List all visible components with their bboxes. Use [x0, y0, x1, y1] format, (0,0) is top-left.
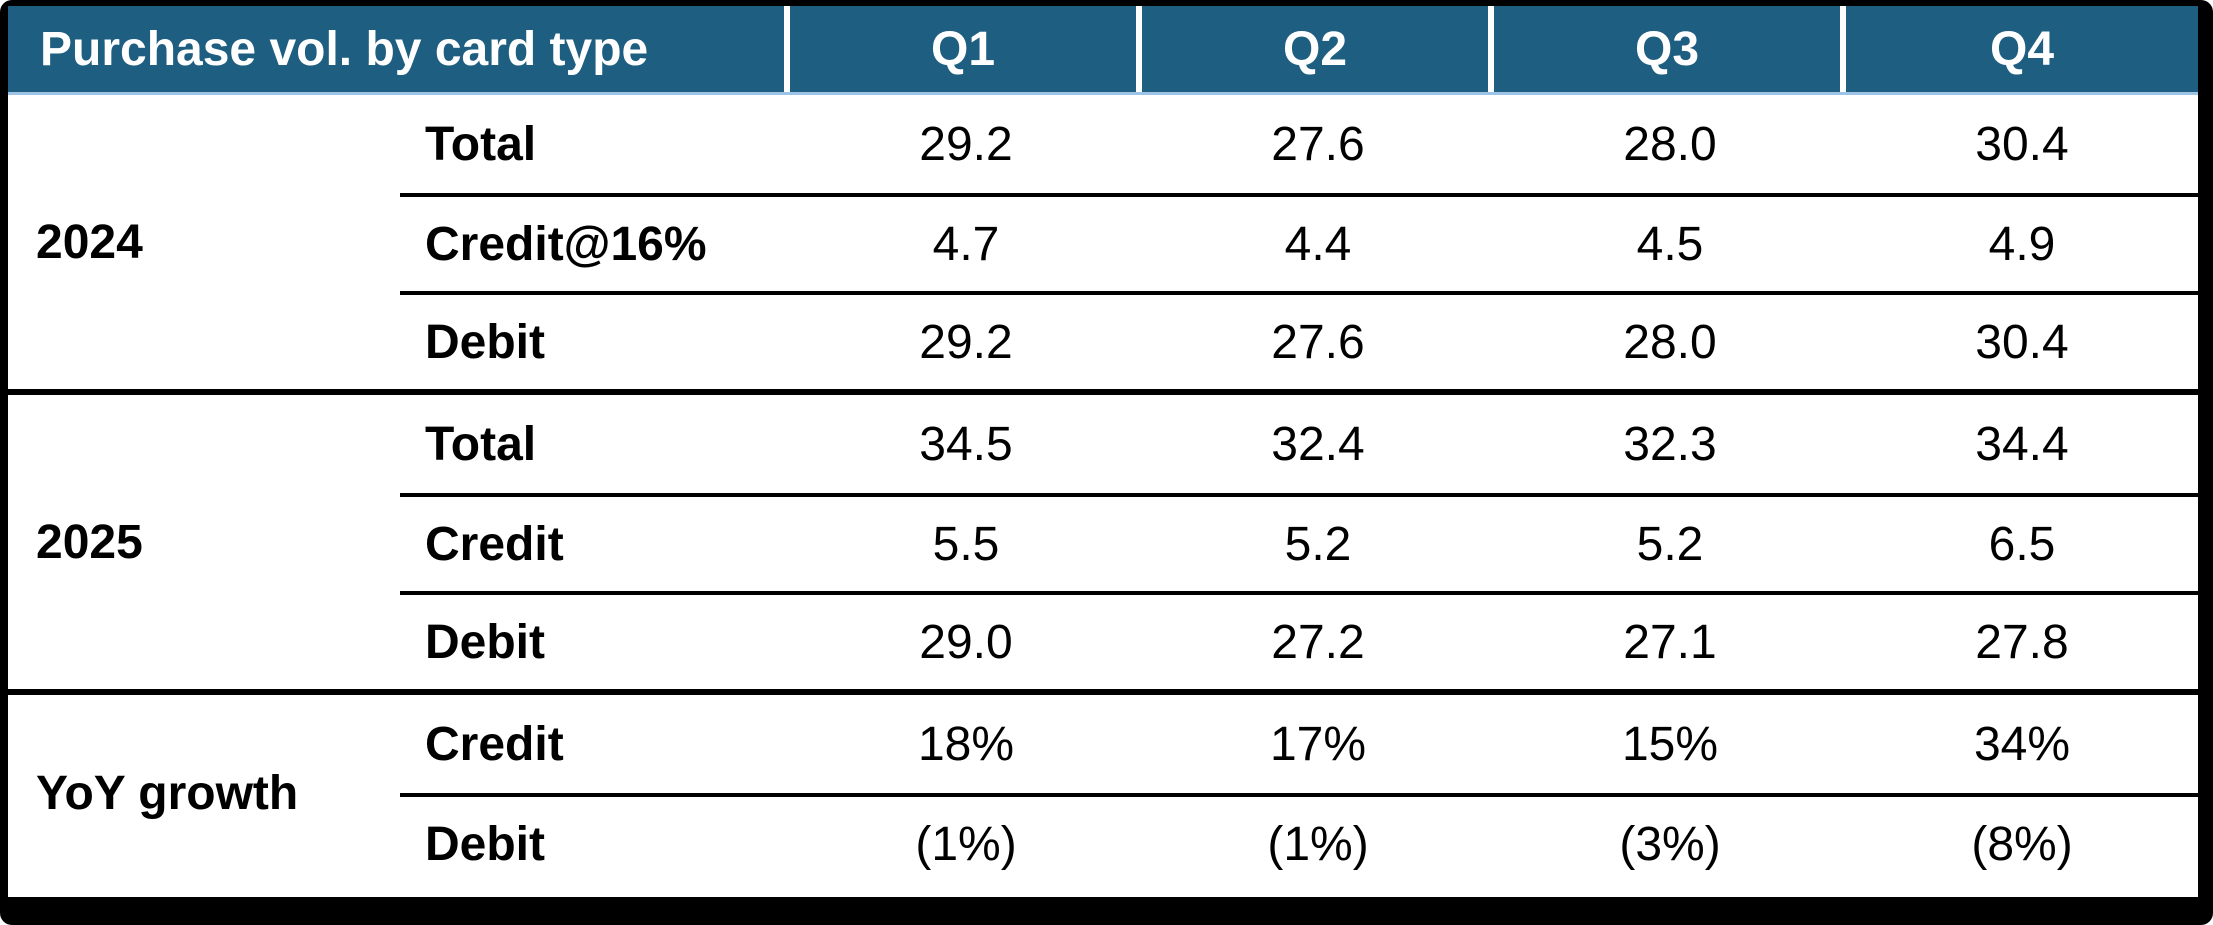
- cell-value: 15%: [1621, 717, 1719, 771]
- cell-value: (3%): [1494, 793, 1846, 891]
- row-label: Credit: [400, 493, 790, 591]
- cell-value: 29.2: [790, 291, 1142, 389]
- cell-value: 4.9: [1846, 193, 2198, 291]
- row-label: Credit@16%: [400, 193, 790, 291]
- row-group-label-2025: 2025: [36, 515, 143, 569]
- cell-value: (1%): [1142, 793, 1494, 891]
- cell-value: 30.4: [1975, 117, 2069, 171]
- column-header-q3: Q3: [1494, 6, 1846, 92]
- column-header-q2: Q2: [1142, 6, 1494, 92]
- cell-value: 30.4: [1846, 291, 2198, 389]
- cell-value: 18%: [917, 717, 1015, 771]
- cell-value: 29.2: [919, 117, 1013, 171]
- cell-value: 34.5: [919, 417, 1013, 471]
- year-group-2025: 2025 Total 34.5 32.4 32.3 34.4 Credit 5.…: [8, 389, 2198, 689]
- row-label: Debit: [400, 793, 790, 891]
- cell-value: 17%: [1269, 717, 1367, 771]
- cell-value: 34%: [1973, 717, 2071, 771]
- row-label: Debit: [400, 591, 790, 689]
- cell-value: (8%): [1846, 793, 2198, 891]
- cell-value: 29.0: [790, 591, 1142, 689]
- cell-value: 27.2: [1142, 591, 1494, 689]
- row-label: Total: [425, 417, 537, 471]
- cell-value: 27.6: [1271, 117, 1365, 171]
- column-header-q4: Q4: [1846, 6, 2198, 92]
- cell-value: 4.5: [1494, 193, 1846, 291]
- row-label: Debit: [400, 291, 790, 389]
- table-title: Purchase vol. by card type: [8, 6, 790, 92]
- cell-value: 28.0: [1494, 291, 1846, 389]
- cell-value: 4.7: [790, 193, 1142, 291]
- cell-value: 28.0: [1623, 117, 1717, 171]
- cell-value: 6.5: [1846, 493, 2198, 591]
- yoy-growth-group: YoY growth Credit 18% 17% 15% 34% Debit …: [8, 689, 2198, 891]
- cell-value: 5.2: [1494, 493, 1846, 591]
- table-header-row: Purchase vol. by card type Q1 Q2 Q3 Q4: [8, 6, 2198, 95]
- cell-value: 4.4: [1142, 193, 1494, 291]
- cell-value: 5.2: [1142, 493, 1494, 591]
- row-group-label-2024: 2024: [36, 215, 143, 269]
- cell-value: 32.4: [1271, 417, 1365, 471]
- cell-value: 34.4: [1975, 417, 2069, 471]
- cell-value: 27.1: [1494, 591, 1846, 689]
- cell-value: 5.5: [790, 493, 1142, 591]
- row-label: Total: [425, 117, 537, 171]
- table-body: Purchase vol. by card type Q1 Q2 Q3 Q4 2…: [8, 6, 2198, 897]
- column-header-q1: Q1: [790, 6, 1142, 92]
- row-group-label-yoy: YoY growth: [36, 766, 299, 820]
- cell-value: 27.6: [1142, 291, 1494, 389]
- row-label: Credit: [425, 717, 564, 771]
- cell-value: 32.3: [1623, 417, 1717, 471]
- cell-value: (1%): [790, 793, 1142, 891]
- year-group-2024: 2024 Total 29.2 27.6 28.0 30.4 Credit@16…: [8, 95, 2198, 389]
- cell-value: 27.8: [1846, 591, 2198, 689]
